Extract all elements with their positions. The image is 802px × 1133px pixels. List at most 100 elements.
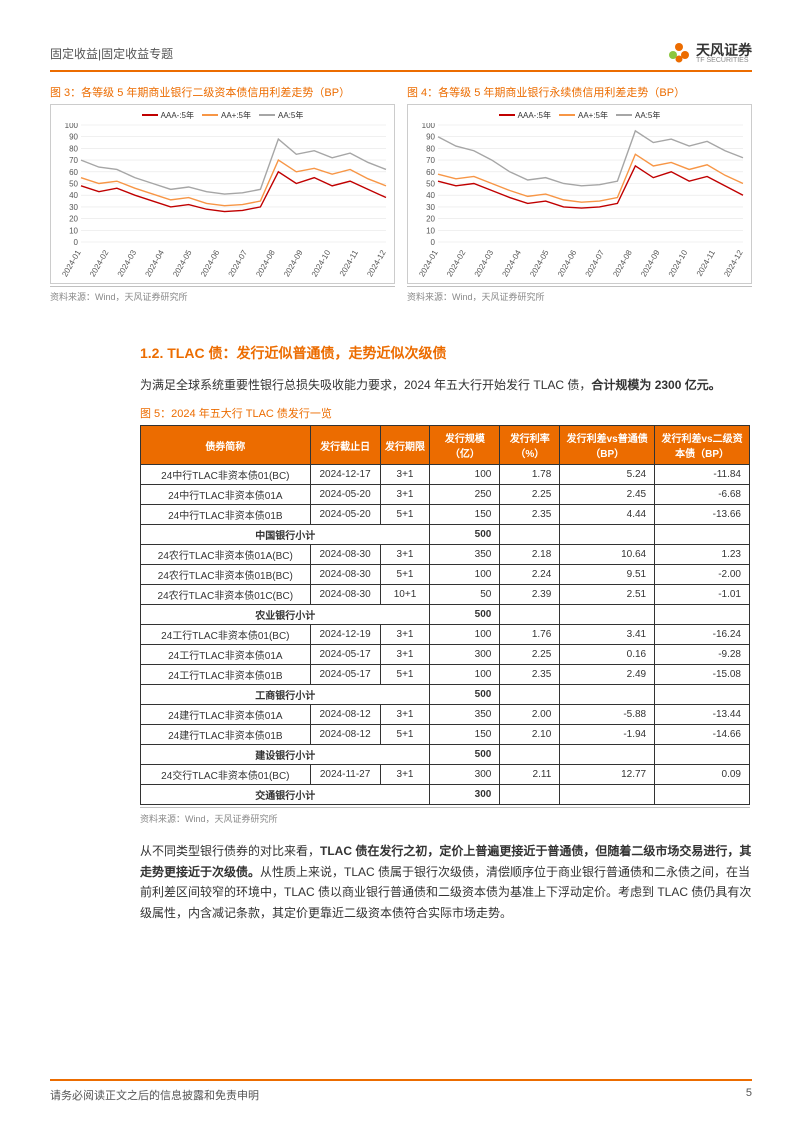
svg-text:90: 90 <box>69 132 78 141</box>
table-cell: 0.09 <box>655 765 750 785</box>
svg-text:2024-07: 2024-07 <box>584 248 607 278</box>
chart-3-svg: 01020304050607080901002024-012024-022024… <box>55 123 390 278</box>
para1-bold: 合计规模为 2300 亿元。 <box>591 378 720 392</box>
subtotal-value: 500 <box>430 745 500 765</box>
table-cell <box>500 525 560 545</box>
svg-text:0: 0 <box>74 238 79 247</box>
chart-3-block: 图 3：各等级 5 年期商业银行二级资本债信用利差走势（BP） AAA-:5年A… <box>50 84 395 303</box>
table-cell: -13.66 <box>655 505 750 525</box>
table-cell: -5.88 <box>560 705 655 725</box>
table-cell: 2.45 <box>560 485 655 505</box>
table-cell: 2024-05-17 <box>310 665 380 685</box>
table-cell: 250 <box>430 485 500 505</box>
svg-text:2024-06: 2024-06 <box>556 248 579 278</box>
legend-item: AA+:5年 <box>559 110 608 121</box>
section-1-2-para-1: 为满足全球系统重要性银行总损失吸收能力要求，2024 年五大行开始发行 TLAC… <box>140 375 752 395</box>
svg-text:40: 40 <box>69 191 78 200</box>
svg-text:50: 50 <box>69 179 78 188</box>
page-footer: 请务必阅读正文之后的信息披露和免责申明 5 <box>50 1079 752 1103</box>
chart-4-source: 资料来源：Wind，天风证券研究所 <box>407 290 752 303</box>
table-cell: 100 <box>430 465 500 485</box>
table-cell: 0.16 <box>560 645 655 665</box>
table-cell: 2.39 <box>500 585 560 605</box>
legend-item: AA:5年 <box>616 110 660 121</box>
charts-row: 图 3：各等级 5 年期商业银行二级资本债信用利差走势（BP） AAA-:5年A… <box>50 84 752 303</box>
table-cell: 2024-08-30 <box>310 545 380 565</box>
table-subtotal-row: 建设银行小计500 <box>141 745 750 765</box>
svg-text:2024-04: 2024-04 <box>143 248 166 278</box>
subtotal-value: 500 <box>430 605 500 625</box>
table-header-cell: 发行利率（%） <box>500 426 560 465</box>
svg-text:100: 100 <box>422 123 436 130</box>
table-cell: -15.08 <box>655 665 750 685</box>
svg-text:30: 30 <box>69 202 78 211</box>
svg-text:50: 50 <box>426 179 435 188</box>
svg-text:2024-10: 2024-10 <box>667 248 690 278</box>
table-cell: 2.10 <box>500 725 560 745</box>
svg-text:2024-02: 2024-02 <box>445 248 468 278</box>
table-cell: 5.24 <box>560 465 655 485</box>
table-cell: 2.25 <box>500 485 560 505</box>
table-cell: 100 <box>430 625 500 645</box>
svg-text:2024-05: 2024-05 <box>171 248 194 278</box>
table-cell: 3+1 <box>380 705 430 725</box>
table-cell: 2.25 <box>500 645 560 665</box>
chart-4-title: 图 4：各等级 5 年期商业银行永续债信用利差走势（BP） <box>407 84 752 100</box>
svg-text:2024-05: 2024-05 <box>528 248 551 278</box>
table-cell: 9.51 <box>560 565 655 585</box>
table-5-source: 资料来源：Wind，天风证券研究所 <box>140 812 752 825</box>
table-header-cell: 发行截止日 <box>310 426 380 465</box>
svg-text:2024-01: 2024-01 <box>417 248 440 278</box>
table-cell: 2.35 <box>500 665 560 685</box>
svg-text:30: 30 <box>426 202 435 211</box>
table-cell: 2024-08-12 <box>310 705 380 725</box>
section-1-2-heading: 1.2. TLAC 债：发行近似普通债，走势近似次级债 <box>140 343 752 363</box>
table-cell: 10.64 <box>560 545 655 565</box>
table-cell: 2.49 <box>560 665 655 685</box>
svg-text:100: 100 <box>65 123 79 130</box>
section-1-2-para-2: 从不同类型银行债券的对比来看，TLAC 债在发行之初，定价上普遍更接近于普通债，… <box>140 841 752 923</box>
svg-text:2024-11: 2024-11 <box>338 248 360 278</box>
doc-category: 固定收益|固定收益专题 <box>50 45 173 62</box>
svg-text:20: 20 <box>69 214 78 223</box>
table-5-title: 图 5：2024 年五大行 TLAC 债发行一览 <box>140 405 752 421</box>
table-cell: 2.35 <box>500 505 560 525</box>
table-cell <box>500 745 560 765</box>
subtotal-value: 300 <box>430 785 500 805</box>
table-row: 24工行TLAC非资本债01(BC)2024-12-193+11001.763.… <box>141 625 750 645</box>
table-subtotal-row: 交通银行小计300 <box>141 785 750 805</box>
table-header-cell: 债券简称 <box>141 426 311 465</box>
table-row: 24建行TLAC非资本债01B2024-08-125+11502.10-1.94… <box>141 725 750 745</box>
table-cell: 150 <box>430 505 500 525</box>
table-row: 24农行TLAC非资本债01B(BC)2024-08-305+11002.249… <box>141 565 750 585</box>
table-cell <box>560 525 655 545</box>
table-subtotal-row: 农业银行小计500 <box>141 605 750 625</box>
table-cell <box>560 605 655 625</box>
table-cell: 24建行TLAC非资本债01A <box>141 705 311 725</box>
logo-flower-icon <box>666 40 692 66</box>
svg-text:70: 70 <box>426 156 435 165</box>
table-row: 24工行TLAC非资本债01A2024-05-173+13002.250.16-… <box>141 645 750 665</box>
table-cell <box>655 605 750 625</box>
table-cell: 24交行TLAC非资本债01(BC) <box>141 765 311 785</box>
chart-3-container: AAA-:5年AA+:5年AA:5年 010203040506070809010… <box>50 104 395 284</box>
table-cell: 2024-08-30 <box>310 585 380 605</box>
table-cell <box>500 605 560 625</box>
table-cell: 5+1 <box>380 725 430 745</box>
tlac-table: 债券简称发行截止日发行期限发行规模（亿）发行利率（%）发行利差vs普通债（BP）… <box>140 425 750 805</box>
footer-page-number: 5 <box>746 1087 752 1103</box>
table-cell: 12.77 <box>560 765 655 785</box>
subtotal-value: 500 <box>430 525 500 545</box>
table-cell: 4.44 <box>560 505 655 525</box>
legend-item: AA:5年 <box>259 110 303 121</box>
para2-plain1: 从不同类型银行债券的对比来看， <box>140 844 320 858</box>
table-cell <box>560 745 655 765</box>
table-cell: 24中行TLAC非资本债01(BC) <box>141 465 311 485</box>
table-row: 24中行TLAC非资本债01A2024-05-203+12502.252.45-… <box>141 485 750 505</box>
svg-text:2024-02: 2024-02 <box>88 248 111 278</box>
table-cell: 24农行TLAC非资本债01A(BC) <box>141 545 311 565</box>
table-cell: 100 <box>430 665 500 685</box>
table-row: 24农行TLAC非资本债01A(BC)2024-08-303+13502.181… <box>141 545 750 565</box>
svg-text:90: 90 <box>426 132 435 141</box>
table-cell: -1.94 <box>560 725 655 745</box>
